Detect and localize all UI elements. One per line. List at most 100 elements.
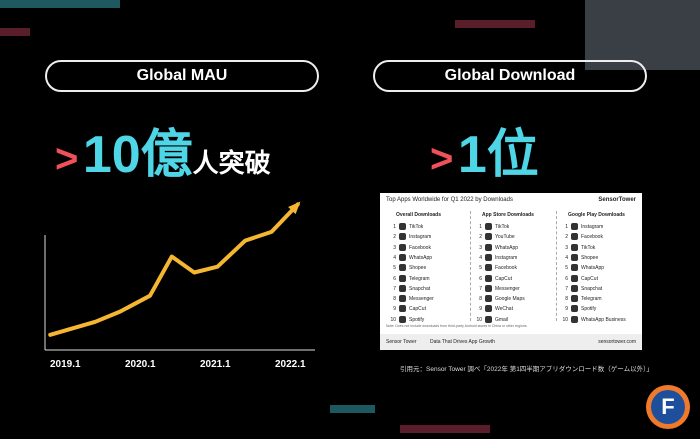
app-name: Snapchat bbox=[409, 285, 431, 292]
app-name: Messenger bbox=[495, 285, 520, 292]
app-icon bbox=[485, 233, 492, 241]
ranking-image: Top Apps Worldwide for Q1 2022 by Downlo… bbox=[380, 193, 642, 350]
rank: 5 bbox=[565, 265, 568, 272]
app-icon bbox=[399, 305, 406, 313]
headline-rest: 人突破 bbox=[192, 148, 271, 178]
rank: 1 bbox=[479, 224, 482, 230]
app-icon bbox=[571, 305, 578, 313]
app-name: Instagram bbox=[409, 234, 432, 241]
table-note: Note: Does not include downloads from th… bbox=[386, 324, 528, 328]
deco bbox=[330, 405, 375, 413]
app-name: Facebook bbox=[495, 265, 517, 272]
app-name: WhatsApp bbox=[495, 244, 519, 251]
app-name: Spotify bbox=[409, 316, 425, 323]
table-brand: SensorTower bbox=[598, 197, 636, 203]
app-icon bbox=[571, 253, 578, 261]
x-tick-label: 2021.1 bbox=[200, 359, 231, 370]
rank: 2 bbox=[393, 234, 396, 241]
rank: 2 bbox=[479, 234, 482, 241]
rank: 6 bbox=[565, 275, 568, 282]
logo-letter: F bbox=[651, 390, 685, 424]
pill-title: Global MAU bbox=[45, 60, 319, 92]
deco bbox=[0, 0, 120, 8]
rank: 7 bbox=[479, 285, 482, 292]
rank: 4 bbox=[479, 254, 482, 261]
rank: 8 bbox=[565, 296, 568, 303]
footer-tagline: Data That Drives App Growth bbox=[430, 339, 495, 345]
webcam bbox=[585, 0, 700, 70]
rank: 6 bbox=[479, 275, 482, 282]
app-name: TikTok bbox=[495, 224, 510, 230]
app-icon bbox=[485, 315, 492, 323]
app-icon bbox=[399, 243, 406, 251]
app-name: Shopee bbox=[581, 254, 599, 261]
app-name: CapCut bbox=[495, 275, 512, 282]
app-name: Shopee bbox=[409, 265, 427, 272]
app-icon bbox=[571, 284, 578, 292]
app-icon bbox=[399, 223, 406, 230]
app-name: Telegram bbox=[581, 296, 602, 303]
rank: 9 bbox=[393, 306, 396, 313]
table-title: Top Apps Worldwide for Q1 2022 by Downlo… bbox=[386, 197, 513, 203]
app-icon bbox=[571, 274, 578, 282]
rank: 5 bbox=[479, 265, 482, 272]
rank: 4 bbox=[393, 254, 396, 261]
app-icon bbox=[571, 243, 578, 251]
rank: 5 bbox=[393, 265, 396, 272]
x-tick-label: 2019.1 bbox=[50, 359, 81, 370]
app-name: Instagram bbox=[581, 224, 604, 230]
headline-arrow: > bbox=[55, 137, 79, 181]
app-icon bbox=[485, 295, 492, 303]
app-name: Google Maps bbox=[495, 296, 525, 303]
app-icon bbox=[399, 233, 406, 241]
rank: 1 bbox=[565, 224, 568, 230]
deco bbox=[0, 28, 30, 36]
rank: 9 bbox=[479, 306, 482, 313]
rank: 8 bbox=[479, 296, 482, 303]
rank: 3 bbox=[393, 244, 396, 251]
app-icon bbox=[485, 284, 492, 292]
rank: 1 bbox=[393, 224, 396, 230]
app-icon bbox=[399, 284, 406, 292]
app-name: Facebook bbox=[581, 234, 603, 241]
arrow-head bbox=[288, 201, 301, 215]
headline: > 1位 bbox=[430, 112, 539, 187]
rank: 7 bbox=[393, 285, 396, 292]
app-icon bbox=[571, 233, 578, 241]
app-name: WhatsApp bbox=[409, 254, 433, 261]
headline: > 10億人突破 bbox=[55, 112, 271, 187]
app-icon bbox=[571, 264, 578, 272]
line-series bbox=[48, 202, 300, 337]
rank: 9 bbox=[565, 306, 568, 313]
app-icon bbox=[399, 315, 406, 323]
app-name: Spotify bbox=[581, 306, 597, 313]
app-icon bbox=[485, 264, 492, 272]
app-name: Facebook bbox=[409, 244, 431, 251]
app-icon bbox=[485, 274, 492, 282]
rank: 3 bbox=[479, 244, 482, 251]
app-icon bbox=[485, 253, 492, 261]
logo: F bbox=[646, 385, 690, 429]
app-name: Gmail bbox=[495, 316, 509, 323]
deco bbox=[455, 20, 535, 28]
rank: 10 bbox=[476, 316, 482, 323]
app-icon bbox=[399, 274, 406, 282]
rank: 7 bbox=[565, 285, 568, 292]
app-icon bbox=[485, 223, 492, 230]
app-name: WeChat bbox=[495, 306, 513, 313]
app-name: TikTok bbox=[581, 244, 596, 251]
table-footer: Sensor Tower Data That Drives App Growth… bbox=[380, 334, 642, 350]
rank: 6 bbox=[393, 275, 396, 282]
pill-title: Global Download bbox=[373, 60, 647, 92]
app-icon bbox=[571, 315, 578, 323]
column-header: Overall Downloads bbox=[396, 212, 442, 218]
rank: 2 bbox=[565, 234, 568, 241]
rank: 4 bbox=[565, 254, 568, 261]
app-name: WhatsApp Business bbox=[581, 316, 626, 323]
footer-brand: Sensor Tower bbox=[386, 339, 417, 345]
column-divider bbox=[556, 211, 557, 321]
app-icon bbox=[399, 253, 406, 261]
rank: 10 bbox=[562, 316, 568, 323]
app-name: CapCut bbox=[581, 275, 598, 282]
